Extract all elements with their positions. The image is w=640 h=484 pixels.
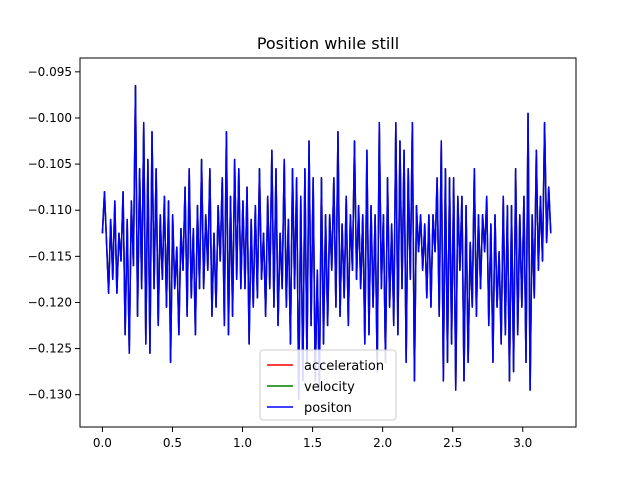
series-layer [101,84,552,401]
series-line-positon [101,84,552,401]
x-tick-label: 2.0 [373,436,392,450]
legend: acceleration velocity positon [259,349,397,421]
x-tick-label: 3.0 [513,436,532,450]
axes-frame [79,57,577,428]
x-tick-label: 2.5 [443,436,462,450]
y-tick-label: −0.130 [28,388,72,402]
y-tick-label: −0.105 [28,157,72,171]
y-tick-label: −0.115 [28,249,72,263]
x-axis: 0.0 0.5 1.0 1.5 2.0 2.5 3.0 [93,427,532,450]
legend-label: acceleration [304,359,384,374]
y-tick-label: −0.110 [28,203,72,217]
chart-title: Position while still [257,34,399,53]
y-tick-label: −0.095 [28,65,72,79]
x-tick-label: 0.5 [163,436,182,450]
y-tick-label: −0.120 [28,295,72,309]
legend-label: positon [304,401,352,416]
legend-box [259,349,397,421]
x-tick-label: 1.5 [303,436,322,450]
y-tick-label: −0.125 [28,342,72,356]
y-axis: −0.095 −0.100 −0.105 −0.110 −0.115 −0.120 −0.1… [28,65,80,402]
legend-label: velocity [304,380,355,395]
y-tick-label: −0.100 [28,111,72,125]
x-tick-label: 1.0 [233,436,252,450]
x-tick-label: 0.0 [93,436,112,450]
